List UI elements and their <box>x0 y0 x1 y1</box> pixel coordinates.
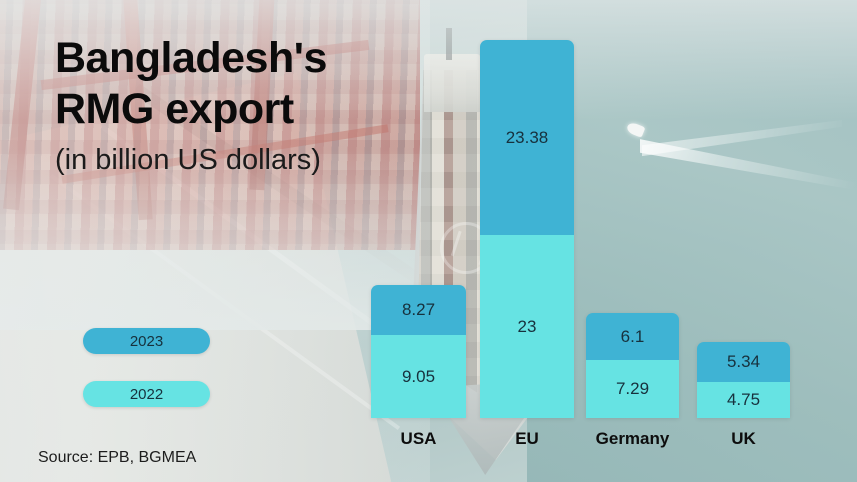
bar-group-usa: 8.27 9.05 USA <box>371 285 466 448</box>
bar-segment-2023-eu[interactable]: 23.38 <box>480 40 574 235</box>
bar-segment-2023-uk[interactable]: 5.34 <box>697 342 790 382</box>
chart-legend: 2023 2022 <box>83 328 210 407</box>
bar-value-label: 7.29 <box>615 379 650 398</box>
category-label-eu: EU <box>515 429 539 448</box>
bar-value-label: 9.05 <box>401 366 436 386</box>
category-label-usa: USA <box>400 429 437 448</box>
bar-segment-2022-germany[interactable]: 7.29 <box>586 360 679 418</box>
bar-value-label: 8.27 <box>401 300 436 319</box>
source-credit: Source: EPB, BGMEA <box>38 449 197 466</box>
bar-stack-uk[interactable]: 5.34 4.75 <box>697 342 790 418</box>
bar-stack-usa[interactable]: 8.27 9.05 <box>371 285 466 418</box>
title-line-1: Bangladesh's <box>55 34 327 82</box>
bar-segment-2023-germany[interactable]: 6.1 <box>586 313 679 360</box>
bar-group-eu: 23.38 23 EU <box>480 40 574 448</box>
bar-value-label: 5.34 <box>726 352 761 371</box>
bar-value-label: 6.1 <box>620 326 645 346</box>
category-label-germany: Germany <box>595 429 670 448</box>
bar-value-label: 4.75 <box>726 390 761 409</box>
bar-segment-2022-eu[interactable]: 23 <box>480 235 574 418</box>
bar-stack-eu[interactable]: 23.38 23 <box>480 40 574 418</box>
bar-segment-2022-uk[interactable]: 4.75 <box>697 382 790 418</box>
bar-group-uk: 5.34 4.75 UK <box>697 342 790 448</box>
legend-item-label: 2023 <box>129 332 164 350</box>
title-line-2: RMG export <box>55 84 294 133</box>
bar-segment-2022-usa[interactable]: 9.05 <box>371 335 466 418</box>
legend-item-label: 2022 <box>129 385 164 403</box>
legend-item-2023[interactable]: 2023 <box>83 328 210 354</box>
legend-item-2022[interactable]: 2022 <box>83 381 210 407</box>
bar-segment-2023-usa[interactable]: 8.27 <box>371 285 466 335</box>
page-title: Bangladesh's RMG export (in billion US d… <box>55 33 435 181</box>
bar-value-label: 23.38 <box>505 127 549 147</box>
background-text-scrim <box>0 0 430 482</box>
category-label-uk: UK <box>731 429 756 448</box>
chart-subtitle: (in billion US dollars) <box>55 144 321 177</box>
bar-group-germany: 6.1 7.29 Germany <box>586 313 679 448</box>
bar-value-label: 23 <box>517 316 537 336</box>
bar-stack-germany[interactable]: 6.1 7.29 <box>586 313 679 418</box>
